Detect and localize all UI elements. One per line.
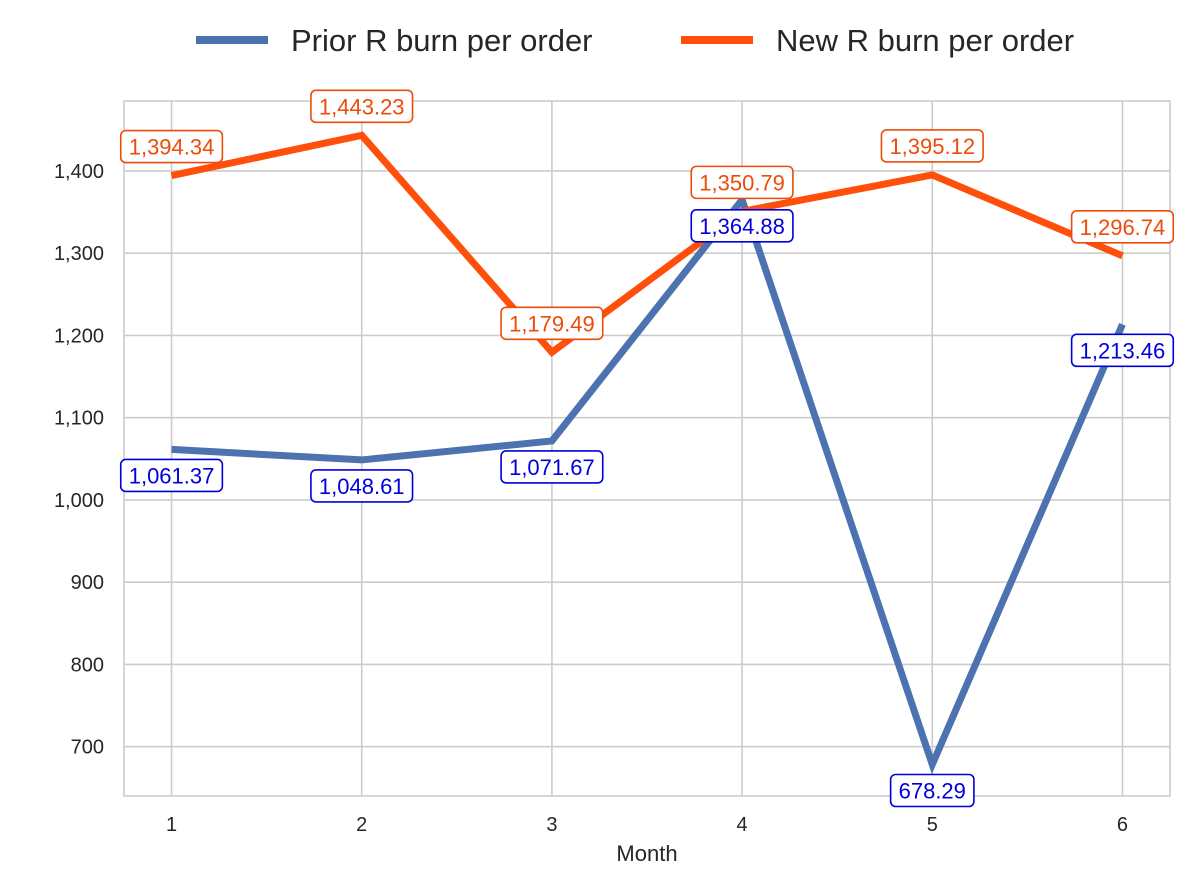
data-label: 1,296.74 (1070, 210, 1175, 244)
data-label: 1,443.23 (310, 89, 414, 124)
x-tick-label: 1 (166, 814, 177, 836)
svg-text:1,179.49: 1,179.49 (509, 311, 595, 336)
data-label: 1,071.67 (500, 450, 604, 484)
legend-label: Prior R burn per order (291, 23, 593, 58)
data-label: 1,395.12 (880, 129, 984, 163)
x-tick-label: 2 (356, 814, 367, 836)
series-line-2 (170, 131, 1124, 358)
data-label: 1,364.88 (690, 208, 794, 243)
axis-ticks: 1 2 3 4 5 6 700 800 900 1,000 1,100 1,200 1,300 1,400 (54, 161, 1128, 836)
series-line-1 (171, 192, 1126, 775)
grid (124, 101, 1170, 796)
y-tick-label: 1,000 (54, 490, 104, 512)
y-tick-label: 800 (71, 654, 104, 676)
data-label: 1,179.49 (500, 306, 604, 341)
data-label: 1,394.34 (119, 129, 224, 164)
x-tick-label: 3 (546, 814, 557, 836)
x-tick-label: 5 (927, 814, 938, 836)
plot-frame (123, 100, 1171, 797)
svg-text:1,071.67: 1,071.67 (509, 455, 595, 480)
legend-label: New R burn per order (776, 23, 1074, 58)
y-tick-label: 1,400 (54, 161, 104, 183)
svg-text:1,048.61: 1,048.61 (319, 474, 405, 499)
legend: Prior R burn per order New R burn per ord… (196, 23, 1074, 58)
y-tick-label: 1,200 (54, 325, 104, 347)
svg-text:1,296.74: 1,296.74 (1080, 215, 1166, 240)
svg-text:1,443.23: 1,443.23 (319, 94, 405, 119)
x-tick-label: 6 (1117, 814, 1128, 836)
svg-text:1,394.34: 1,394.34 (129, 135, 215, 160)
data-label: 1,213.46 (1070, 333, 1175, 368)
y-tick-label: 1,300 (54, 243, 104, 265)
x-axis-title: Month (616, 841, 677, 866)
data-label: 1,350.79 (690, 165, 794, 200)
svg-text:1,350.79: 1,350.79 (699, 170, 785, 195)
svg-text:1,364.88: 1,364.88 (699, 214, 785, 239)
y-tick-label: 1,100 (54, 408, 104, 430)
series-lines (170, 131, 1126, 775)
data-labels: 1,061.37 1,394.34 1,048.61 1,443.23 1,071.67… (119, 89, 1175, 808)
data-label: 1,048.61 (310, 469, 414, 503)
data-label: 1,061.37 (119, 458, 224, 493)
x-tick-label: 4 (737, 814, 748, 836)
y-tick-label: 700 (71, 737, 104, 759)
svg-text:678.29: 678.29 (899, 779, 966, 804)
svg-text:1,061.37: 1,061.37 (129, 463, 215, 488)
data-label: 678.29 (889, 773, 975, 808)
y-tick-label: 900 (71, 572, 104, 594)
svg-text:1,213.46: 1,213.46 (1080, 338, 1166, 363)
svg-text:1,395.12: 1,395.12 (889, 134, 975, 159)
